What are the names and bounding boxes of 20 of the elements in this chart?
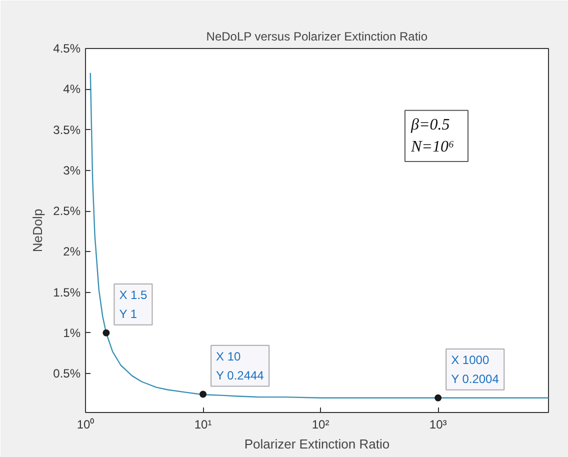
y-tick-label: 1% — [63, 326, 81, 340]
annotation: X 1.5 Y 1 — [119, 288, 148, 321]
y-tick-label: 1.5% — [53, 285, 81, 300]
x-tick-label: 10⁰ — [76, 418, 94, 432]
x-tick-label: 10³ — [429, 418, 447, 432]
y-tick-label: 3.5% — [53, 122, 81, 137]
y-axis-title: NeDolp — [30, 208, 46, 252]
annotation: X 10 Y 0.2444 — [216, 349, 264, 382]
y-tick-label: 2% — [63, 244, 81, 259]
x-tick-label: 10¹ — [194, 418, 212, 432]
x-tick-label: 10² — [312, 418, 330, 432]
y-tick-label: 4% — [63, 82, 81, 96]
y-tick-label: 3% — [63, 163, 81, 178]
y-tick-label: 0.5% — [53, 366, 81, 380]
annotation: β=0.5 N=10⁶ — [410, 116, 454, 156]
chart-title: NeDoLP versus Polarizer Extinction Ratio — [206, 30, 428, 44]
y-tick-label: 2.5% — [53, 204, 81, 218]
y-tick-label: 4.5% — [53, 42, 81, 56]
annotation: X 1000 Y 0.2004 — [451, 352, 500, 386]
x-axis-title: Polarizer Extinction Ratio — [244, 436, 390, 452]
